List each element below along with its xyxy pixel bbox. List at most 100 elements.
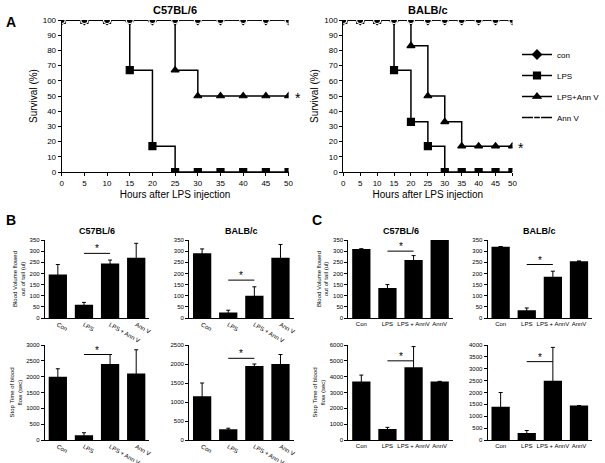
svg-text:20: 20 xyxy=(148,179,157,188)
svg-text:Survival (%): Survival (%) xyxy=(28,69,39,123)
svg-text:1500: 1500 xyxy=(26,390,40,396)
svg-text:250: 250 xyxy=(333,259,344,265)
svg-text:A: A xyxy=(6,14,16,30)
svg-text:80: 80 xyxy=(47,46,56,55)
svg-text:Stop Time of bloodflow (sec): Stop Time of bloodflow (sec) xyxy=(312,367,326,417)
svg-text:BALB/c: BALB/c xyxy=(523,226,556,236)
svg-text:150: 150 xyxy=(333,282,344,288)
svg-text:Con: Con xyxy=(200,443,213,454)
svg-text:100: 100 xyxy=(472,293,483,299)
svg-text:10: 10 xyxy=(373,179,382,188)
svg-text:350: 350 xyxy=(174,237,185,243)
svg-text:0: 0 xyxy=(36,437,40,443)
svg-text:20: 20 xyxy=(329,137,338,146)
svg-text:Hours after LPS injection: Hours after LPS injection xyxy=(373,189,484,200)
svg-text:0: 0 xyxy=(341,179,346,188)
svg-text:LPS: LPS xyxy=(82,321,95,332)
svg-text:0: 0 xyxy=(36,315,40,321)
svg-text:30: 30 xyxy=(193,179,202,188)
svg-text:40: 40 xyxy=(329,107,338,116)
svg-text:0: 0 xyxy=(181,437,185,443)
svg-text:0: 0 xyxy=(340,315,344,321)
svg-text:LPS + Ann V: LPS + Ann V xyxy=(252,443,285,463)
svg-text:30: 30 xyxy=(329,122,338,131)
svg-text:50: 50 xyxy=(476,304,483,310)
svg-text:500: 500 xyxy=(174,418,185,424)
svg-text:80: 80 xyxy=(329,46,338,55)
svg-text:LPS: LPS xyxy=(82,443,95,454)
svg-text:350: 350 xyxy=(333,237,344,243)
svg-text:10: 10 xyxy=(329,153,338,162)
svg-text:250: 250 xyxy=(472,259,483,265)
svg-text:0: 0 xyxy=(59,179,64,188)
svg-text:0: 0 xyxy=(479,315,483,321)
svg-text:1500: 1500 xyxy=(469,401,483,407)
svg-text:Con: Con xyxy=(495,443,506,449)
svg-text:60: 60 xyxy=(329,77,338,86)
svg-text:Con: Con xyxy=(56,321,69,332)
svg-text:LPS + Ann V: LPS + Ann V xyxy=(108,321,141,343)
svg-text:1500: 1500 xyxy=(170,380,184,386)
svg-text:*: * xyxy=(239,348,243,359)
svg-text:C57BL/6: C57BL/6 xyxy=(153,4,197,16)
svg-text:50: 50 xyxy=(284,179,293,188)
svg-text:40: 40 xyxy=(239,179,248,188)
svg-text:C57BL/6: C57BL/6 xyxy=(383,226,419,236)
svg-text:Con: Con xyxy=(200,321,213,332)
svg-text:3000: 3000 xyxy=(330,390,344,396)
svg-text:5000: 5000 xyxy=(330,358,344,364)
svg-text:200: 200 xyxy=(174,271,185,277)
svg-text:5: 5 xyxy=(358,179,363,188)
svg-text:2000: 2000 xyxy=(469,390,483,396)
svg-text:150: 150 xyxy=(30,282,41,288)
svg-text:4000: 4000 xyxy=(469,342,483,348)
svg-text:AnnV: AnnV xyxy=(432,443,447,449)
svg-text:LPS: LPS xyxy=(226,321,239,332)
svg-text:Ann V: Ann V xyxy=(557,114,579,123)
svg-text:Survival (%): Survival (%) xyxy=(309,69,320,123)
svg-text:50: 50 xyxy=(177,304,184,310)
svg-text:*: * xyxy=(95,243,99,254)
svg-text:AnnV: AnnV xyxy=(572,443,587,449)
svg-text:1000: 1000 xyxy=(469,413,483,419)
svg-text:50: 50 xyxy=(47,92,56,101)
svg-text:Con: Con xyxy=(356,321,367,327)
svg-text:LPS + AnnV: LPS + AnnV xyxy=(537,443,570,449)
svg-text:Ann V: Ann V xyxy=(278,321,295,334)
svg-text:40: 40 xyxy=(474,179,483,188)
svg-text:Con: Con xyxy=(356,443,367,449)
svg-text:2500: 2500 xyxy=(469,378,483,384)
svg-text:90: 90 xyxy=(47,31,56,40)
svg-text:300: 300 xyxy=(333,248,344,254)
svg-text:C: C xyxy=(312,212,322,228)
svg-text:500: 500 xyxy=(30,421,41,427)
svg-text:2000: 2000 xyxy=(330,405,344,411)
svg-text:*: * xyxy=(295,90,301,106)
svg-text:LPS+Ann V: LPS+Ann V xyxy=(557,93,599,102)
svg-text:300: 300 xyxy=(472,248,483,254)
svg-text:500: 500 xyxy=(472,425,483,431)
svg-text:20: 20 xyxy=(47,137,56,146)
svg-text:200: 200 xyxy=(30,271,41,277)
svg-text:350: 350 xyxy=(472,237,483,243)
svg-text:BALB/c: BALB/c xyxy=(408,4,448,16)
svg-text:150: 150 xyxy=(472,282,483,288)
svg-text:50: 50 xyxy=(33,304,40,310)
svg-text:Ann V: Ann V xyxy=(134,443,151,456)
svg-text:20: 20 xyxy=(406,179,415,188)
svg-text:50: 50 xyxy=(508,179,517,188)
svg-text:LPS: LPS xyxy=(382,321,393,327)
svg-text:2000: 2000 xyxy=(26,374,40,380)
svg-text:6000: 6000 xyxy=(330,342,344,348)
svg-text:45: 45 xyxy=(261,179,270,188)
svg-text:Ann V: Ann V xyxy=(278,443,295,456)
svg-text:100: 100 xyxy=(174,293,185,299)
svg-text:35: 35 xyxy=(216,179,225,188)
svg-text:*: * xyxy=(239,270,243,281)
svg-text:con: con xyxy=(557,51,570,60)
svg-text:50: 50 xyxy=(336,304,343,310)
svg-text:3000: 3000 xyxy=(26,342,40,348)
svg-text:1000: 1000 xyxy=(170,399,184,405)
svg-text:100: 100 xyxy=(30,293,41,299)
svg-text:Blood Volume flowedout of tail: Blood Volume flowedout of tail (ul) xyxy=(316,251,330,307)
